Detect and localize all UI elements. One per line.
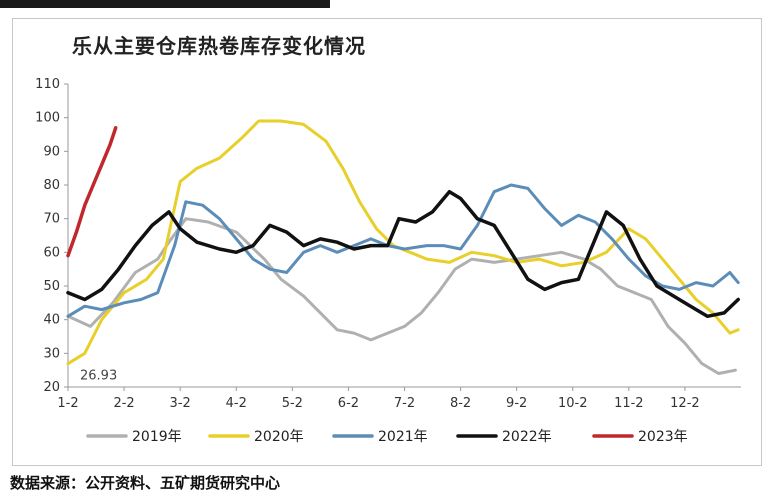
line-chart: 20 30 40 50 60 70 80 90 100 110 1-2 2-2 3-2 4-2 5-2 6-2… xyxy=(35,77,741,445)
x-tick-label: 4-2 xyxy=(226,396,247,411)
y-tick-label: 30 xyxy=(43,346,60,361)
legend-label: 2023年 xyxy=(638,429,688,445)
x-tick-label: 8-2 xyxy=(450,396,471,411)
y-tick-label: 20 xyxy=(43,380,60,395)
series-line-2019年 xyxy=(66,217,737,375)
legend-label: 2019年 xyxy=(132,429,182,445)
source-text: 数据来源：公开资料、五矿期货研究中心 xyxy=(10,474,281,492)
x-tick-label: 5-2 xyxy=(282,396,303,411)
y-tick-label: 110 xyxy=(35,77,60,92)
x-tick-label: 7-2 xyxy=(394,396,415,411)
series-line-2021年 xyxy=(66,183,740,318)
chart-title: 乐从主要仓库热卷库存变化情况 xyxy=(72,34,366,58)
x-tick-label: 1-2 xyxy=(57,396,78,411)
x-tick-label: 6-2 xyxy=(338,396,359,411)
x-tick-label: 2-2 xyxy=(113,396,134,411)
x-tick-label: 11-2 xyxy=(614,396,644,411)
y-tick-label: 70 xyxy=(43,212,60,227)
legend-label: 2022年 xyxy=(502,429,552,445)
x-tick-label: 3-2 xyxy=(170,396,191,411)
x-tick-label: 10-2 xyxy=(558,396,588,411)
series-line-2023年 xyxy=(66,126,118,258)
legend-label: 2020年 xyxy=(254,429,304,445)
y-tick-label: 90 xyxy=(43,144,60,159)
legend-label: 2021年 xyxy=(378,429,428,445)
y-tick-label: 40 xyxy=(43,313,60,328)
y-tick-label: 60 xyxy=(43,245,60,260)
x-tick-label: 12-2 xyxy=(670,396,700,411)
y-tick-label: 50 xyxy=(43,279,60,294)
x-tick-label: 9-2 xyxy=(506,396,527,411)
top-strip xyxy=(0,0,330,8)
y-tick-label: 100 xyxy=(35,111,60,126)
y-tick-label: 80 xyxy=(43,178,60,193)
annotation-label: 26.93 xyxy=(80,369,117,384)
series-line-2022年 xyxy=(66,189,740,319)
